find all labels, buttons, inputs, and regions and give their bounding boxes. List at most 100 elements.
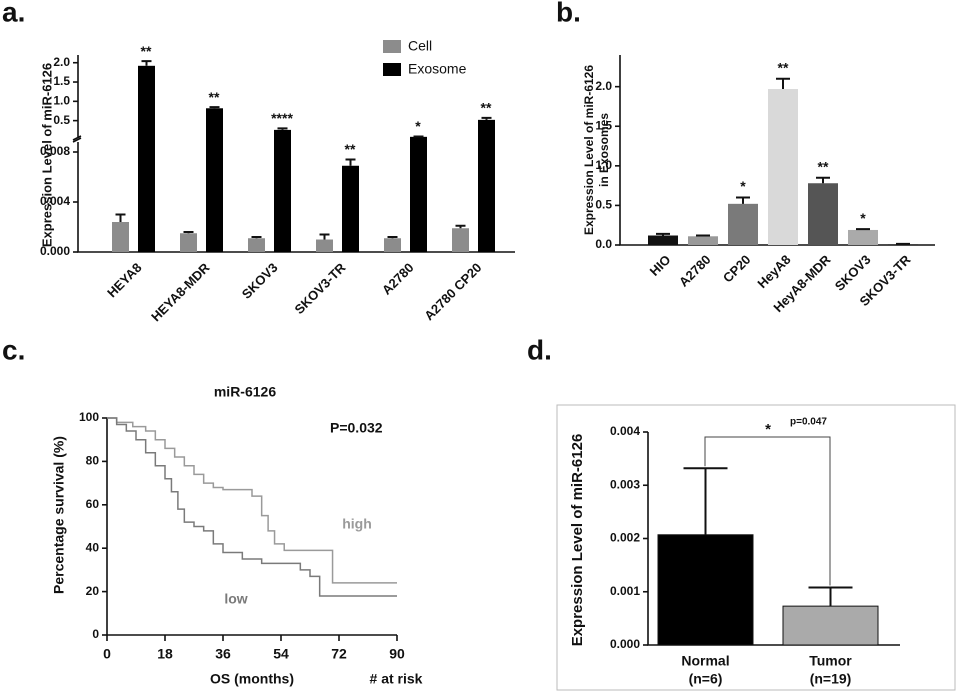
y-tick-label: 0.003 [610,477,640,491]
y-tick-label: 0.004 [40,194,70,208]
significance: ** [481,100,492,116]
y-tick-label: 0.0 [595,237,612,251]
significance: * [415,118,421,134]
error-bar [345,158,356,166]
bar [138,65,155,253]
x-tick-sublabel: (n=19) [810,671,852,687]
bar [478,119,495,253]
panel-label: a. [2,0,25,27]
bar [648,235,678,245]
x-tick-label: A2780 [379,260,417,298]
significance: ** [209,89,220,105]
x-tick-label: 90 [389,646,405,662]
bar [180,233,197,252]
y-tick-label: 2.0 [595,79,612,93]
y-axis-label: in Exosomes [597,113,611,187]
y-tick-label: 80 [86,454,100,468]
y-tick-label: 1.5 [53,74,70,88]
error-bar [115,213,126,222]
curve-label: low [224,591,247,607]
x-tick-label: CP20 [720,252,754,286]
significance: ** [345,141,356,157]
significance: ** [818,158,829,174]
bar [808,183,838,245]
bar [782,605,879,646]
y-tick-label: 0.000 [610,637,640,651]
x-tick-sublabel: (n=6) [689,671,723,687]
y-tick-label: 0.008 [40,144,70,158]
panel-label: d. [527,334,552,365]
bar [384,238,401,252]
error-bar [656,232,670,236]
x-tick-label: Normal [681,653,729,669]
survival-curve [107,417,397,584]
y-tick-label: 60 [86,497,100,511]
x-tick-label: 18 [157,646,173,662]
significance: * [740,178,746,194]
bar [206,108,223,253]
legend-label: Cell [408,38,432,54]
error-bar [277,127,288,130]
p-value: P=0.032 [330,420,383,436]
error-bar [683,467,728,535]
x-tick-label: 54 [273,646,289,662]
x-tick-label: HEYA8 [104,260,144,300]
legend-swatch [383,40,401,53]
bar [248,238,265,252]
error-bar [481,116,492,120]
significance: * [860,210,866,226]
x-tick-label: HEYA8-MDR [148,260,213,325]
error-bar [183,231,194,234]
significance-bracket [704,436,831,586]
bar [657,534,754,646]
significance: * [765,421,771,438]
y-tick-label: 0.000 [40,244,70,258]
x-axis-label-right: # at risk [370,671,423,687]
error-bar [141,60,152,66]
y-tick-label: 2.0 [53,55,70,69]
bar [768,89,798,246]
survival-curve [107,417,397,597]
bar [274,129,291,252]
curve-label: high [342,516,372,532]
y-axis-label: Expression Level of miR-6126 [569,434,586,647]
x-tick-label: 36 [215,646,231,662]
y-tick-label: 1.5 [595,118,612,132]
bar [316,239,333,252]
y-axis-label: Expression Level of miR-6126 [582,65,596,235]
significance: ** [141,43,152,59]
bar [688,236,718,245]
y-tick-label: 1.0 [53,93,70,107]
y-tick-label: 0.002 [610,531,640,545]
y-axis [72,55,515,253]
legend-swatch [383,63,401,76]
x-tick-label: HeyA8 [754,252,793,291]
x-tick-label: A2780 [676,252,714,290]
panel-label: c. [2,334,25,365]
error-bar [736,196,750,204]
error-bar [387,236,398,239]
x-tick-label: 0 [103,646,111,662]
significance: **** [271,110,293,126]
bar [452,228,469,252]
panel-d-frame [556,404,956,691]
legend-label: Exosome [408,61,467,77]
error-bar [816,176,830,184]
chart-title: miR-6126 [214,384,276,400]
error-bar [455,224,466,229]
y-axis-label: Expression Level of miR-6126 [39,63,54,247]
bar [728,203,758,245]
y-tick-label: 1.0 [595,158,612,172]
error-bar [808,586,853,607]
y-tick-label: 0.001 [610,584,640,598]
error-bar [209,106,220,109]
y-tick-label: 0 [92,627,99,641]
bar [112,222,129,252]
x-tick-label: SKOV3-TR [291,260,349,318]
significance: ** [778,59,789,75]
x-tick-label: 72 [331,646,347,662]
x-tick-label: HIO [647,252,674,279]
panel-label: b. [556,0,581,27]
error-bar [776,77,790,90]
